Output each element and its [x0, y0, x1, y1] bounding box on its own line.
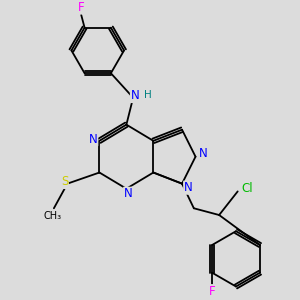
Text: F: F — [209, 285, 215, 298]
Text: N: N — [199, 147, 207, 160]
Text: N: N — [89, 133, 98, 146]
Text: N: N — [124, 187, 133, 200]
Text: CH₃: CH₃ — [43, 211, 61, 221]
Text: N: N — [184, 181, 193, 194]
Text: N: N — [130, 89, 139, 103]
Text: S: S — [61, 176, 68, 188]
Text: Cl: Cl — [241, 182, 253, 194]
Text: F: F — [78, 1, 85, 14]
Text: H: H — [144, 90, 152, 100]
